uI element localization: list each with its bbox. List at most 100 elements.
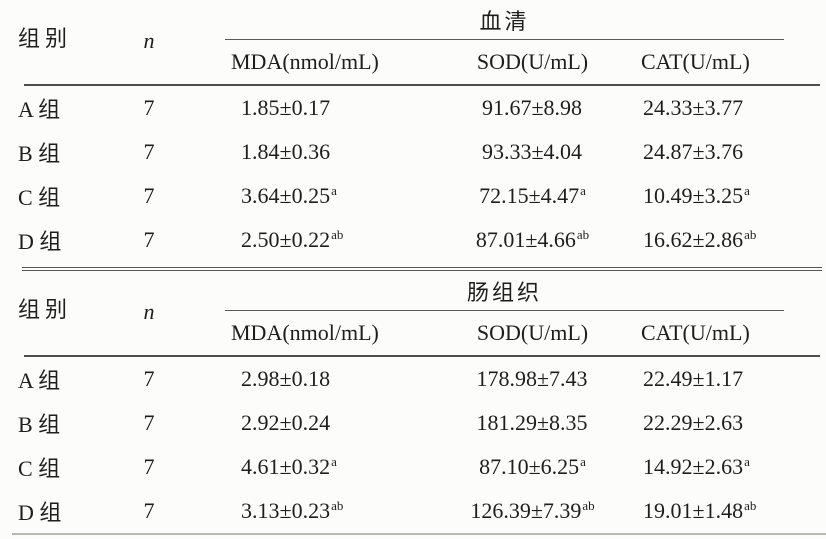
significance-superscript: ab [744,497,757,513]
table-row: C 组 7 4.61±0.32a 87.10±6.25a 14.92±2.63a [0,445,826,489]
group-cell: C 组 [18,456,61,481]
mda-column-header: MDA(nmol/mL) [231,320,379,345]
value: 93.33±4.04 [481,139,583,164]
table-bottom-rule [12,533,826,535]
n-cell: 7 [143,410,155,435]
cat-value-cell: 24.33±3.77 [635,95,826,121]
n-column-header: n [143,28,155,53]
mda-value-cell: 2.92±0.24 [225,410,430,436]
value: 22.49±1.17 [643,366,744,391]
header-rule [24,355,820,357]
mda-value-cell: 1.85±0.17 [225,95,430,121]
value: 178.98±7.43 [476,366,588,391]
value: 24.33±3.77 [643,95,744,120]
value: 126.39±7.39 [470,498,582,523]
table-row: A 组 7 1.85±0.17 91.67±8.98 24.33±3.77 [0,86,826,130]
group-cell: D 组 [18,500,62,525]
sod-value-cell: 126.39±7.39ab [430,498,635,524]
mda-value-cell: 3.13±0.23ab [225,498,430,524]
n-cell: 7 [143,454,155,479]
n-column-header: n [143,299,155,324]
significance-superscript: ab [744,226,757,242]
sod-value-cell: 93.33±4.04 [430,139,635,165]
tissue-header: 组别 n 肠组织 MDA(nmol/mL) SOD(U/mL) CAT(U/mL… [0,271,826,355]
value: 181.29±8.35 [476,410,588,435]
cat-column-header: CAT(U/mL) [641,49,750,74]
table-row: B 组 7 2.92±0.24 181.29±8.35 22.29±2.63 [0,401,826,445]
value: 1.84±0.36 [241,139,331,164]
value: 4.61±0.32 [241,454,331,479]
cat-value-cell: 22.29±2.63 [635,410,826,436]
value: 14.92±2.63 [643,454,744,479]
intestinal-tissue-section: 组别 n 肠组织 MDA(nmol/mL) SOD(U/mL) CAT(U/mL… [0,271,826,533]
value: 3.64±0.25 [241,183,331,208]
value: 16.62±2.86 [643,227,744,252]
group-cell: D 组 [18,229,62,254]
significance-superscript: a [744,182,750,198]
serum-section: 组别 n 血清 MDA(nmol/mL) SOD(U/mL) CAT(U/mL)… [0,0,826,262]
n-cell: 7 [143,183,155,208]
table-row: D 组 7 3.13±0.23ab 126.39±7.39ab 19.01±1.… [0,489,826,533]
value: 87.10±6.25 [479,454,580,479]
significance-superscript: ab [582,497,595,513]
value: 91.67±8.98 [481,95,583,120]
cat-value-cell: 10.49±3.25a [635,183,826,209]
mda-value-cell: 2.98±0.18 [225,366,430,392]
significance-superscript: ab [576,226,590,242]
cat-value-cell: 14.92±2.63a [635,454,826,480]
n-cell: 7 [143,498,155,523]
serum-header: 组别 n 血清 MDA(nmol/mL) SOD(U/mL) CAT(U/mL) [0,0,826,84]
sod-value-cell: 181.29±8.35 [430,410,635,436]
significance-superscript: a [331,182,337,198]
value: 2.92±0.24 [241,410,331,435]
value: 72.15±4.47 [479,183,580,208]
n-cell: 7 [143,227,155,252]
cat-value-cell: 16.62±2.86ab [635,227,826,253]
sod-column-header: SOD(U/mL) [476,320,589,345]
n-cell: 7 [143,95,155,120]
sod-value-cell: 178.98±7.43 [430,366,635,392]
table-row: A 组 7 2.98±0.18 178.98±7.43 22.49±1.17 [0,357,826,401]
serum-span-header: 血清 [225,0,784,40]
sod-value-cell: 87.01±4.66ab [430,227,635,253]
significance-superscript: ab [331,226,344,242]
cat-value-cell: 24.87±3.76 [635,139,826,165]
sod-value-cell: 72.15±4.47a [430,183,635,209]
significance-superscript: a [331,453,337,469]
value: 2.98±0.18 [241,366,331,391]
table-row: B 组 7 1.84±0.36 93.33±4.04 24.87±3.76 [0,130,826,174]
value: 87.01±4.66 [475,227,576,252]
cat-value-cell: 19.01±1.48ab [635,498,826,524]
group-cell: B 组 [18,412,61,437]
value: 22.29±2.63 [643,410,744,435]
sod-column-header: SOD(U/mL) [476,49,589,74]
sod-value-cell: 91.67±8.98 [430,95,635,121]
value: 24.87±3.76 [643,139,744,164]
mda-value-cell: 1.84±0.36 [225,139,430,165]
value: 1.85±0.17 [241,95,331,120]
significance-superscript: a [580,182,586,198]
n-cell: 7 [143,366,155,391]
value: 10.49±3.25 [643,183,744,208]
significance-superscript: a [744,453,750,469]
significance-superscript: ab [331,497,344,513]
cat-value-cell: 22.49±1.17 [635,366,826,392]
sod-value-cell: 87.10±6.25a [430,454,635,480]
mda-value-cell: 3.64±0.25a [225,183,430,209]
mda-column-header: MDA(nmol/mL) [231,49,379,74]
significance-superscript: a [580,453,586,469]
group-cell: C 组 [18,185,61,210]
group-cell: A 组 [18,368,61,393]
table-row: C 组 7 3.64±0.25a 72.15±4.47a 10.49±3.25a [0,174,826,218]
table-row: D 组 7 2.50±0.22ab 87.01±4.66ab 16.62±2.8… [0,218,826,262]
group-cell: B 组 [18,141,61,166]
group-cell: A 组 [18,97,61,122]
value: 19.01±1.48 [643,498,744,523]
mda-value-cell: 2.50±0.22ab [225,227,430,253]
section-divider-double-rule [22,267,822,271]
value: 3.13±0.23 [241,498,331,523]
header-rule [24,84,820,86]
value: 2.50±0.22 [241,227,331,252]
group-column-header: 组别 [18,297,73,322]
